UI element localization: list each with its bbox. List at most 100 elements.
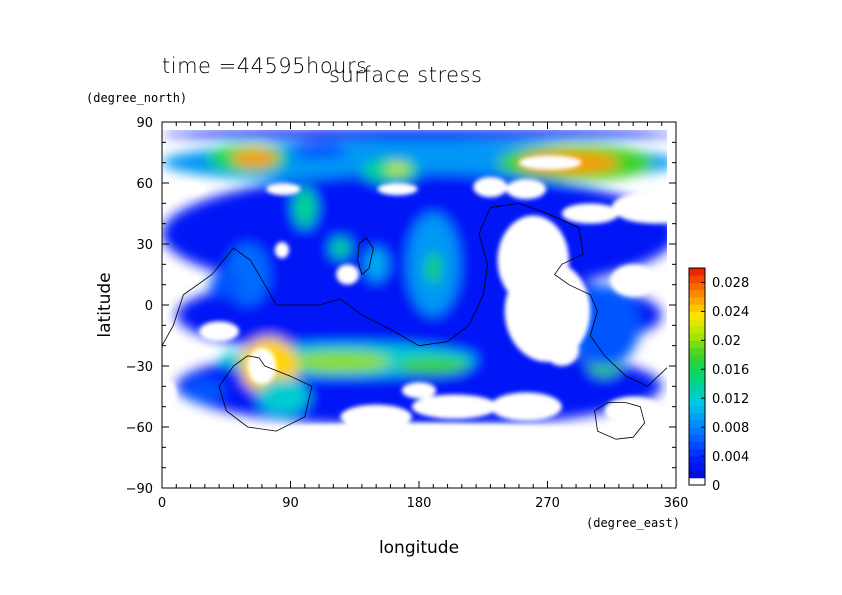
colorbar-band [689, 470, 705, 479]
stress-contour-region [386, 163, 410, 174]
stress-contour-region [290, 142, 348, 159]
low-stress-region [544, 333, 579, 366]
y-tick-labels: 90 60 30 0 −30 −60 −90 [126, 116, 153, 497]
y-tick-label: 30 [136, 238, 153, 253]
colorbar-band [689, 463, 705, 472]
y-axis-label: latitude [95, 272, 115, 337]
y-tick-label: −60 [126, 421, 153, 436]
x-tick-labels: 0 90 180 270 360 [158, 496, 689, 511]
colorbar-band [689, 448, 705, 457]
colorbar: 0.028 0.024 0.02 0.016 0.012 0.008 0.004… [688, 267, 749, 494]
colorbar-band [689, 354, 705, 363]
coastlines [162, 202, 667, 440]
colorbar-band [689, 289, 705, 298]
colorbar-tick-label: 0.012 [712, 392, 749, 407]
low-stress-region [162, 380, 177, 413]
time-label: time =44595hours [162, 54, 368, 78]
colorbar-band [689, 340, 705, 349]
low-stress-region [473, 176, 508, 198]
colorbar-band [689, 383, 705, 392]
x-axis-label: longitude [379, 538, 459, 558]
x-tick-label: 360 [664, 496, 689, 511]
colorbar-tick-label: 0.008 [712, 421, 749, 436]
coastline [218, 355, 313, 432]
colorbar-band [689, 318, 705, 327]
colorbar-band [689, 296, 705, 305]
coastline [594, 402, 646, 440]
colorbar-tick-labels: 0.028 0.024 0.02 0.016 0.012 0.008 0.004… [712, 276, 749, 494]
stress-field [162, 130, 667, 464]
colorbar-band [689, 419, 705, 428]
stress-contour-region [397, 357, 469, 375]
colorbar-band [689, 268, 705, 276]
colorbar-band [689, 347, 705, 356]
colorbar-band [689, 311, 705, 320]
low-stress-region [247, 347, 277, 385]
stress-contour-region [231, 150, 278, 167]
y-unit-label: (degree_north) [86, 91, 187, 105]
colorbar-band [689, 362, 705, 370]
colorbar-bands [689, 268, 705, 486]
colorbar-tick-label: 0.02 [712, 334, 741, 349]
low-stress-region [199, 321, 240, 342]
stress-contour-region [293, 187, 317, 228]
colorbar-frame [688, 267, 706, 486]
colorbar-band [689, 275, 705, 283]
low-stress-region [377, 183, 418, 196]
low-stress-region [173, 183, 208, 196]
colorbar-band [689, 282, 705, 291]
plot-area [161, 121, 677, 489]
colorbar-band [689, 398, 705, 406]
stress-contour-region [184, 378, 225, 403]
colorbar-band [689, 405, 705, 414]
low-stress-region [274, 241, 290, 259]
low-stress-region [411, 394, 498, 419]
y-tick-label: 0 [145, 299, 153, 314]
low-stress-region [336, 264, 360, 285]
stress-contour-region [364, 248, 388, 281]
colorbar-band [689, 434, 705, 443]
y-tick-label: 60 [136, 177, 153, 192]
colorbar-band [689, 333, 705, 341]
low-stress-region [610, 264, 657, 297]
x-tick-label: 270 [535, 496, 560, 511]
stress-contour-region [162, 130, 667, 141]
low-stress-region [162, 422, 667, 464]
stress-contour-region [290, 351, 391, 373]
colorbar-tick-label: 0.024 [712, 305, 749, 320]
low-stress-region [611, 191, 667, 224]
low-stress-region [401, 382, 437, 399]
x-tick-label: 0 [158, 496, 166, 511]
colorbar-band [689, 441, 705, 450]
colorbar-band [689, 477, 705, 486]
low-stress-region [604, 396, 662, 425]
y-tick-label: 90 [136, 116, 153, 131]
low-stress-region [518, 155, 582, 170]
low-stress-region [340, 404, 412, 430]
stress-contour-region [209, 272, 244, 297]
low-stress-region [506, 178, 547, 200]
colorbar-tick-label: 0 [712, 479, 720, 494]
low-stress-region [561, 203, 619, 224]
coastline [357, 237, 374, 276]
colorbar-tick-label: 0.016 [712, 363, 749, 378]
colorbar-ticks [701, 281, 705, 486]
stress-contour-region [426, 252, 441, 285]
colorbar-band [689, 376, 705, 385]
y-tick-label: −90 [126, 482, 153, 497]
colorbar-band [689, 456, 705, 464]
chart-title: surface stress [329, 63, 482, 87]
low-stress-region [266, 183, 301, 196]
stress-contour-region [330, 237, 351, 259]
coastline [162, 202, 667, 387]
stress-contour-region [257, 378, 310, 415]
colorbar-tick-label: 0.004 [712, 450, 749, 465]
x-tick-label: 180 [407, 496, 432, 511]
colorbar-band [689, 369, 705, 377]
colorbar-tick-label: 0.028 [712, 276, 749, 291]
x-tick-label: 90 [282, 496, 299, 511]
low-stress-region [490, 392, 562, 421]
colorbar-band [689, 390, 705, 399]
colorbar-band [689, 325, 705, 334]
